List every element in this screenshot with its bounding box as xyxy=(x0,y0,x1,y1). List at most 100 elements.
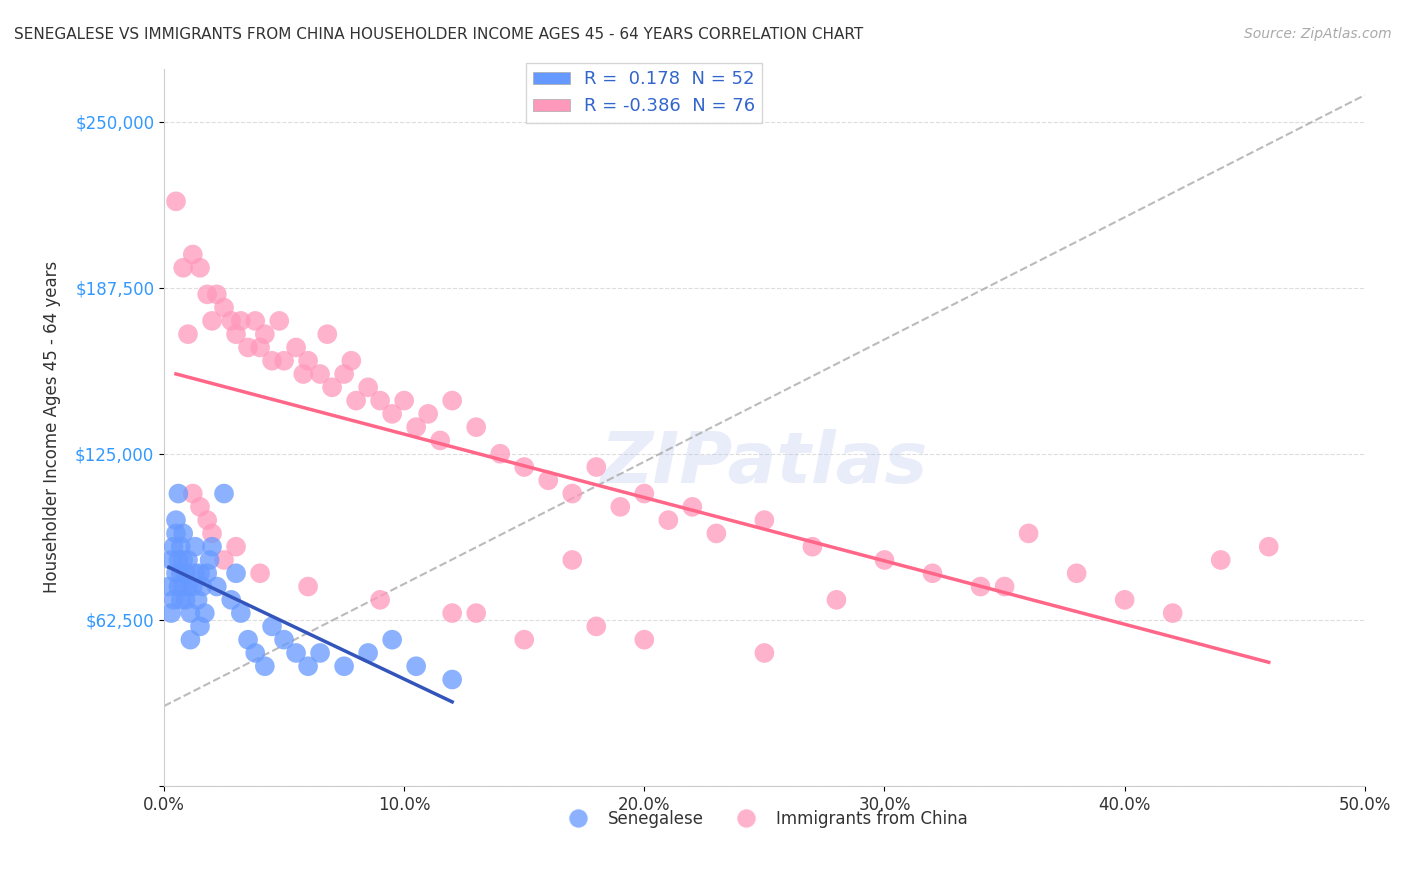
Point xyxy=(174,592,197,607)
Point xyxy=(441,606,464,620)
Text: Source: ZipAtlas.com: Source: ZipAtlas.com xyxy=(1244,27,1392,41)
Point xyxy=(236,341,259,355)
Point xyxy=(245,646,267,660)
Point xyxy=(205,287,228,301)
Point xyxy=(194,606,217,620)
Point xyxy=(609,500,631,514)
Point xyxy=(681,500,703,514)
Point xyxy=(657,513,679,527)
Point xyxy=(212,301,235,315)
Text: SENEGALESE VS IMMIGRANTS FROM CHINA HOUSEHOLDER INCOME AGES 45 - 64 YEARS CORREL: SENEGALESE VS IMMIGRANTS FROM CHINA HOUS… xyxy=(14,27,863,42)
Point xyxy=(633,632,655,647)
Point xyxy=(181,580,204,594)
Point xyxy=(1066,566,1088,581)
Point xyxy=(212,553,235,567)
Point xyxy=(165,526,187,541)
Point xyxy=(198,553,221,567)
Point xyxy=(170,592,193,607)
Point xyxy=(269,314,291,328)
Point xyxy=(219,592,242,607)
Point xyxy=(167,486,190,500)
Point xyxy=(392,393,415,408)
Point xyxy=(316,327,339,342)
Point xyxy=(249,341,271,355)
Point xyxy=(188,566,211,581)
Point xyxy=(249,566,271,581)
Point xyxy=(162,592,184,607)
Point xyxy=(381,632,404,647)
Point xyxy=(921,566,943,581)
Point xyxy=(188,500,211,514)
Point xyxy=(381,407,404,421)
Point xyxy=(441,673,464,687)
Point xyxy=(357,380,380,394)
Point xyxy=(297,659,319,673)
Point xyxy=(188,619,211,633)
Point xyxy=(260,619,283,633)
Point xyxy=(225,566,247,581)
Point xyxy=(368,393,391,408)
Point xyxy=(177,553,200,567)
Point xyxy=(170,566,193,581)
Point xyxy=(1161,606,1184,620)
Point xyxy=(167,580,190,594)
Point xyxy=(172,580,194,594)
Point xyxy=(285,646,308,660)
Point xyxy=(167,553,190,567)
Point xyxy=(273,353,295,368)
Point xyxy=(177,580,200,594)
Point xyxy=(561,486,583,500)
Point xyxy=(225,540,247,554)
Point xyxy=(201,526,224,541)
Point xyxy=(1257,540,1279,554)
Point xyxy=(340,353,363,368)
Point xyxy=(229,314,252,328)
Point xyxy=(309,367,332,381)
Point xyxy=(212,486,235,500)
Point xyxy=(195,566,218,581)
Point xyxy=(357,646,380,660)
Point xyxy=(174,566,197,581)
Point xyxy=(225,327,247,342)
Point xyxy=(219,314,242,328)
Point xyxy=(179,632,201,647)
Point xyxy=(873,553,896,567)
Point xyxy=(162,540,184,554)
Point xyxy=(292,367,315,381)
Point xyxy=(537,473,560,487)
Point xyxy=(260,353,283,368)
Point xyxy=(993,580,1015,594)
Point xyxy=(170,540,193,554)
Point xyxy=(513,460,536,475)
Point xyxy=(333,659,356,673)
Point xyxy=(368,592,391,607)
Point xyxy=(165,194,187,209)
Point xyxy=(253,659,276,673)
Point xyxy=(561,553,583,567)
Point xyxy=(633,486,655,500)
Point xyxy=(405,659,427,673)
Point xyxy=(157,580,180,594)
Point xyxy=(333,367,356,381)
Point xyxy=(297,353,319,368)
Point xyxy=(165,566,187,581)
Point xyxy=(195,513,218,527)
Point xyxy=(344,393,367,408)
Point xyxy=(184,540,207,554)
Y-axis label: Householder Income Ages 45 - 64 years: Householder Income Ages 45 - 64 years xyxy=(44,261,60,593)
Point xyxy=(187,592,209,607)
Text: ZIPatlas: ZIPatlas xyxy=(600,428,928,498)
Point xyxy=(585,619,607,633)
Point xyxy=(513,632,536,647)
Point xyxy=(801,540,824,554)
Point xyxy=(177,327,200,342)
Point xyxy=(441,393,464,408)
Point xyxy=(172,553,194,567)
Point xyxy=(160,606,183,620)
Point xyxy=(1018,526,1040,541)
Point xyxy=(205,580,228,594)
Point xyxy=(236,632,259,647)
Point xyxy=(465,420,488,434)
Point xyxy=(465,606,488,620)
Point xyxy=(179,606,201,620)
